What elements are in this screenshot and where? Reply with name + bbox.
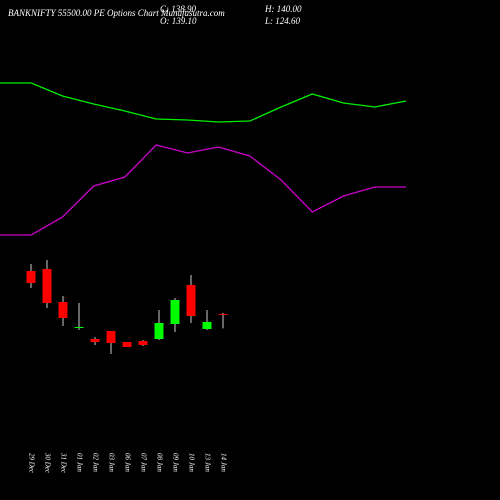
x-tick-label: 13 Jan	[203, 453, 211, 472]
candle-body	[90, 339, 100, 342]
candle-body	[42, 269, 52, 303]
candle-body	[74, 327, 84, 328]
candle-body	[122, 342, 132, 347]
x-tick-label: 07 Jan	[139, 453, 147, 472]
ohlc-label: O: 139.10	[160, 16, 197, 26]
candle-body	[186, 285, 196, 316]
x-tick-label: 03 Jan	[107, 453, 115, 472]
candle-body	[106, 331, 116, 343]
x-tick-label: 30 Dec	[43, 452, 51, 474]
x-tick-label: 01 Jan	[75, 453, 83, 472]
x-tick-label: 31 Dec	[59, 452, 67, 474]
candle-body	[218, 313, 228, 315]
ohlc-label: H: 140.00	[264, 4, 302, 14]
x-tick-label: 06 Jan	[123, 453, 131, 472]
candle-body	[58, 302, 68, 318]
x-tick-label: 09 Jan	[171, 453, 179, 472]
candle-body	[138, 341, 148, 345]
indicator-line	[0, 82, 407, 123]
indicator-line	[0, 144, 406, 236]
x-tick-label: 29 Dec	[27, 453, 35, 474]
chart-title: BANKNIFTY 55500.00 PE Options Chart Muna…	[8, 8, 225, 18]
candle-body	[202, 322, 212, 329]
candle-body	[154, 323, 164, 339]
x-tick-label: 10 Jan	[187, 453, 195, 472]
x-tick-label: 02 Jan	[91, 453, 99, 472]
ohlc-label: C: 138.90	[160, 4, 197, 14]
x-tick-label: 08 Jan	[155, 453, 163, 472]
candle-body	[26, 271, 36, 283]
x-tick-label: 14 Jan	[219, 453, 227, 472]
ohlc-label: L: 124.60	[264, 16, 301, 26]
candle-body	[170, 300, 180, 324]
